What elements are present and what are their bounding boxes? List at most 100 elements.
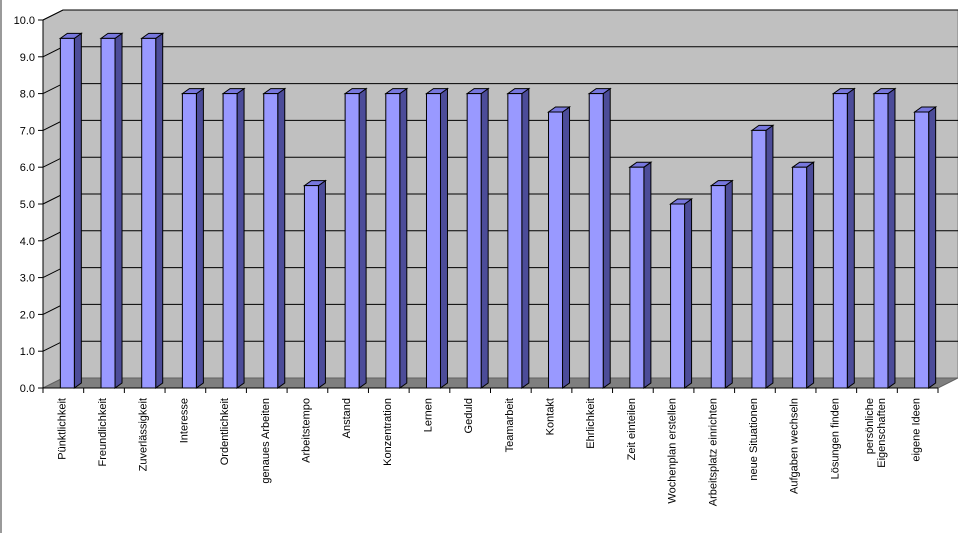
- x-category-label-line: Geduld: [463, 398, 475, 433]
- x-category-label: Kontakt: [545, 398, 557, 435]
- x-category-label: Zeit einteilen: [626, 398, 638, 460]
- x-category-label: Lösungen finden: [829, 398, 841, 479]
- bar-front-face: [385, 93, 401, 389]
- y-tick-label: 7.0: [20, 125, 35, 137]
- bar-side-face: [562, 106, 571, 389]
- bar-side-face: [521, 87, 530, 389]
- bar: [262, 87, 287, 389]
- bar-side-face: [317, 179, 326, 389]
- x-category-label: genaues Arbeiten: [260, 398, 272, 484]
- bar-side-face: [684, 198, 693, 389]
- x-category-label: Arbeitsplatz einrichten: [707, 398, 719, 506]
- bar-side-face: [236, 87, 245, 389]
- x-category-label-line: persönliche: [864, 398, 876, 454]
- plot-floor: [42, 377, 958, 389]
- y-tick-label: 0.0: [20, 383, 35, 395]
- x-category-label-line: Lösungen finden: [829, 398, 841, 479]
- bar-front-face: [141, 37, 157, 389]
- bar-side-face: [439, 87, 448, 389]
- x-category-label-line: Interesse: [178, 398, 190, 443]
- bar-front-face: [263, 93, 279, 389]
- x-category-label: Arbeitstempo: [300, 398, 312, 463]
- y-tick-label: 8.0: [20, 89, 35, 101]
- bar-side-face: [155, 32, 164, 389]
- x-category-label-line: Zuverlässigkeit: [138, 398, 150, 471]
- y-tick-label: 9.0: [20, 52, 35, 64]
- x-category-label-line: Zeit einteilen: [626, 398, 638, 460]
- x-category-label-line: Anstand: [341, 398, 353, 438]
- x-category-label: Teamarbeit: [504, 398, 516, 452]
- bar-front-face: [832, 93, 848, 389]
- bar: [424, 87, 450, 389]
- bar-side-face: [887, 87, 896, 389]
- x-category-label-line: Konzentration: [382, 398, 394, 466]
- x-category-label-line: Kontakt: [545, 398, 557, 435]
- bar: [913, 106, 938, 389]
- x-category-label-line: neue Situationen: [748, 398, 760, 481]
- x-category-label-line: Wochenplan erstellen: [667, 398, 679, 504]
- bar-side-face: [806, 161, 815, 389]
- bar-front-face: [303, 185, 319, 389]
- bar: [669, 198, 694, 389]
- bar: [709, 179, 734, 389]
- x-category-label: Pünktlichkeit: [56, 398, 68, 460]
- x-category-label: persönlicheEigenschaften: [864, 398, 888, 468]
- bar-front-face: [507, 93, 523, 389]
- bar-side-face: [399, 87, 408, 389]
- bar: [587, 87, 612, 389]
- x-category-label: Wochenplan erstellen: [667, 398, 679, 504]
- x-category-label: Konzentration: [382, 398, 394, 466]
- bar-side-face: [643, 161, 652, 389]
- bar-side-face: [765, 124, 774, 389]
- bar-front-face: [751, 129, 767, 389]
- bar: [831, 87, 856, 389]
- plot-back-wall: [42, 9, 958, 389]
- x-category-label: Ehrlichkeit: [585, 398, 597, 449]
- bar-front-face: [670, 203, 686, 389]
- plot-wall: [42, 9, 958, 389]
- bar: [872, 87, 897, 389]
- x-category-label-line: Freundlichkeit: [97, 398, 109, 466]
- x-category-label-line: genaues Arbeiten: [260, 398, 272, 484]
- bars: [58, 32, 938, 389]
- x-category-label: Lernen: [422, 398, 434, 432]
- bar-side-face: [277, 87, 286, 389]
- x-category-label: Interesse: [178, 398, 190, 443]
- bar-side-face: [358, 87, 367, 389]
- bar-side-face: [114, 32, 123, 389]
- y-axis-tick-labels: 0.0 1.0 2.0 3.0 4.0 5.0 6.0 7.0 8.0 9.0 10.0: [14, 15, 35, 395]
- bar-front-face: [59, 37, 75, 389]
- axes: [38, 19, 939, 393]
- bar-front-face: [100, 37, 116, 389]
- x-category-label-line: Lernen: [422, 398, 434, 432]
- bar: [302, 179, 327, 389]
- bar-front-face: [222, 93, 238, 389]
- bar: [465, 87, 490, 389]
- x-category-label: Zuverlässigkeit: [138, 398, 150, 471]
- x-category-label: eigene Ideen: [911, 398, 923, 462]
- x-category-label: Anstand: [341, 398, 353, 438]
- gridline: [42, 9, 958, 21]
- y-tick-label: 10.0: [14, 15, 35, 27]
- bar-side-face: [928, 106, 937, 389]
- bar-front-face: [792, 166, 808, 389]
- bar-front-face: [181, 93, 197, 389]
- bar: [221, 87, 246, 389]
- bar-front-face: [425, 93, 441, 389]
- bar-front-face: [873, 93, 889, 389]
- x-category-label: Aufgaben wechseln: [789, 398, 801, 494]
- bar-side-face: [724, 179, 733, 389]
- bar: [750, 124, 775, 389]
- x-category-label: Geduld: [463, 398, 475, 433]
- y-tick-label: 6.0: [20, 162, 35, 174]
- x-axis-category-labels: Pünktlichkeit Freundlichkeit Zuverlässigke…: [56, 398, 922, 506]
- x-category-label: Ordentlichkeit: [219, 398, 231, 465]
- x-category-label-line: Ordentlichkeit: [219, 398, 231, 465]
- y-tick-label: 2.0: [20, 309, 35, 321]
- bar-side-face: [480, 87, 489, 389]
- bar: [384, 87, 409, 389]
- y-tick-label: 1.0: [20, 346, 35, 358]
- x-category-label: neue Situationen: [748, 398, 760, 481]
- bar: [791, 161, 816, 389]
